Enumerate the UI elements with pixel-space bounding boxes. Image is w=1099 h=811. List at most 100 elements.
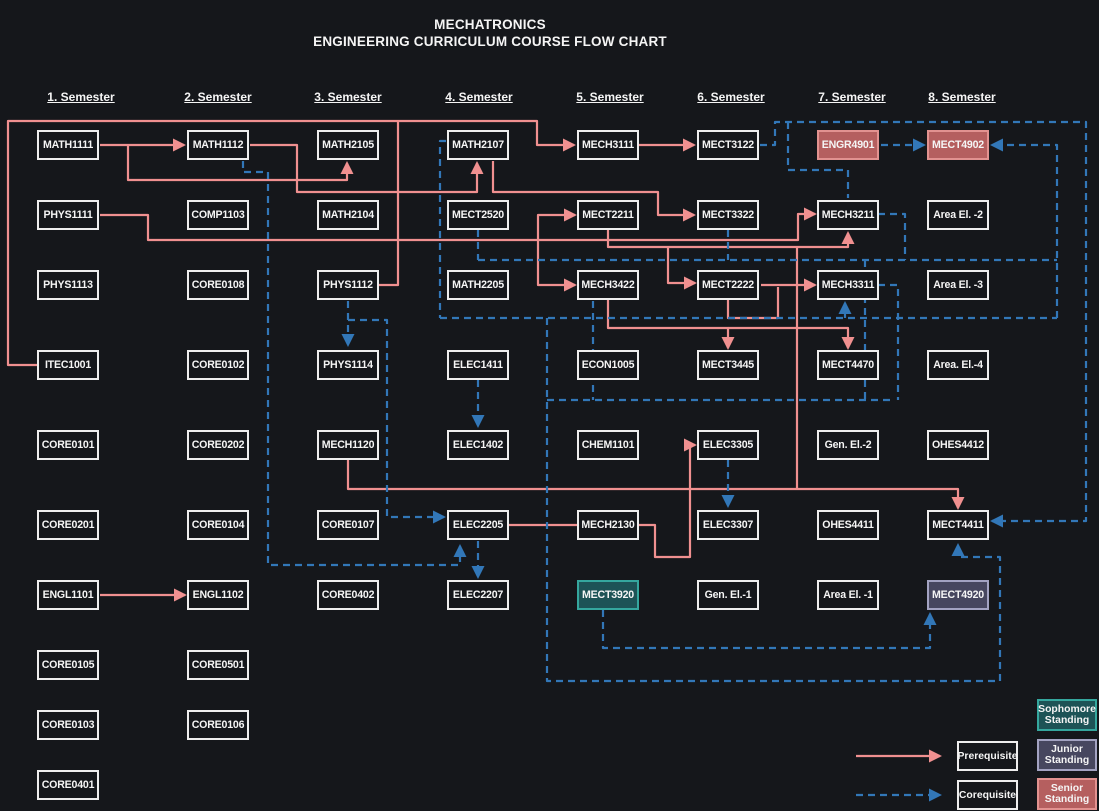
semester-header-7: 7. Semester [818,90,886,104]
prereq-edge-4 [379,121,400,287]
course-core0402: CORE0402 [317,580,379,610]
legend-corequisite-label: Corequisite [958,789,1017,801]
course-phys1114: PHYS1114 [317,350,379,380]
course-ohes4412: OHES4412 [927,430,989,460]
prereq-edge-18 [509,438,697,559]
course-core0106: CORE0106 [187,710,249,740]
coreq-edge-14 [241,161,467,567]
course-econ1005: ECON1005 [577,350,639,380]
legend-arrows [856,749,942,802]
course-elec2205: ELEC2205 [447,510,509,540]
course-mect3322: MECT3322 [697,200,759,230]
course-math2107: MATH2107 [447,130,509,160]
course-core0105: CORE0105 [37,650,99,680]
semester-header-4: 4. Semester [445,90,513,104]
course-core0401: CORE0401 [37,770,99,800]
course-engl1101: ENGL1101 [37,580,99,610]
course-phys1113: PHYS1113 [37,270,99,300]
course-mect4411: MECT4411 [927,510,989,540]
semester-header-8: 8. Semester [928,90,996,104]
course-elec1411: ELEC1411 [447,350,509,380]
course-mect2222: MECT2222 [697,270,759,300]
semester-header-5: 5. Semester [576,90,644,104]
course-math1112: MATH1112 [187,130,249,160]
course-mect2520: MECT2520 [447,200,509,230]
course-elec1402: ELEC1402 [447,430,509,460]
course-mect4470: MECT4470 [817,350,879,380]
course-mect3445: MECT3445 [697,350,759,380]
course-math2105: MATH2105 [317,130,379,160]
semester-header-1: 1. Semester [47,90,115,104]
semester-header-3: 3. Semester [314,90,382,104]
course-mect2211: MECT2211 [577,200,639,230]
course-math2104: MATH2104 [317,200,379,230]
course-math2205: MATH2205 [447,270,509,300]
course-core0501: CORE0501 [187,650,249,680]
course-ohes4411: OHES4411 [817,510,879,540]
corequisite-edges [241,120,1088,683]
course-mech1120: MECH1120 [317,430,379,460]
prereq-edge-7 [100,207,817,242]
course-engl1102: ENGL1102 [187,580,249,610]
course-core0107: CORE0107 [317,510,379,540]
prereq-edge-3 [6,119,576,367]
course-mech3311: MECH3311 [817,270,879,300]
course-elec3307: ELEC3307 [697,510,759,540]
course-core0201: CORE0201 [37,510,99,540]
coreq-edge-13 [878,283,900,400]
semester-header-2: 2. Semester [184,90,252,104]
course-mect3122: MECT3122 [697,130,759,160]
chart-title-line2: ENGINEERING CURRICULUM COURSE FLOW CHART [313,34,667,49]
coreq-edge-5 [545,318,1002,683]
legend-prerequisite-label: Prerequisite [957,750,1018,762]
course-genel1: Gen. El.-1 [697,580,759,610]
course-mech2130: MECH2130 [577,510,639,540]
course-mect4902: MECT4902 [927,130,989,160]
course-math1111: MATH1111 [37,130,99,160]
course-core0104: CORE0104 [187,510,249,540]
course-core0101: CORE0101 [37,430,99,460]
course-core0202: CORE0202 [187,430,249,460]
prereq-edge-8 [536,208,577,240]
coreq-edge-18 [601,610,937,650]
course-mech3211: MECH3211 [817,200,879,230]
legend-senior-standing: Senior Standing [1037,778,1097,810]
chart-title: MECHATRONICS ENGINEERING CURRICULUM COUR… [0,16,980,50]
coreq-edge-1 [348,318,446,524]
semester-header-6: 6. Semester [697,90,765,104]
course-areael3: Area El. -3 [927,270,989,300]
prereq-edge-11 [666,247,697,290]
coreq-edge-9 [878,212,907,260]
chart-title-line1: MECHATRONICS [434,17,546,32]
course-mect3920: MECT3920 [577,580,639,610]
course-mech3422: MECH3422 [577,270,639,300]
course-core0102: CORE0102 [187,350,249,380]
coreq-edge-20 [760,120,1088,528]
course-engr4901: ENGR4901 [817,130,879,160]
legend-sophomore-standing: Sophomore Standing [1037,699,1097,731]
prereq-edge-9 [536,240,577,292]
prereq-edge-1 [126,145,354,182]
legend-junior-standing: Junior Standing [1037,739,1097,771]
course-chem1101: CHEM1101 [577,430,639,460]
course-areael2: Area El. -2 [927,200,989,230]
course-comp1103: COMP1103 [187,200,249,230]
course-phys1112: PHYS1112 [317,270,379,300]
coreq-edge-22 [786,122,850,198]
coreq-edge-21 [990,138,1059,318]
course-core0103: CORE0103 [37,710,99,740]
prereq-edge-12 [606,300,735,350]
course-areael4: Area. El.-4 [927,350,989,380]
legend-corequisite-box: Corequisite [957,780,1018,810]
course-phys1111: PHYS1111 [37,200,99,230]
prereq-edge-6 [491,161,696,222]
course-elec3305: ELEC3305 [697,430,759,460]
course-itec1001: ITEC1001 [37,350,99,380]
prereq-edge-13 [728,326,855,350]
coreq-edge-2 [438,139,446,318]
course-core0108: CORE0108 [187,270,249,300]
prereq-edge-2 [250,143,484,194]
course-elec2207: ELEC2207 [447,580,509,610]
